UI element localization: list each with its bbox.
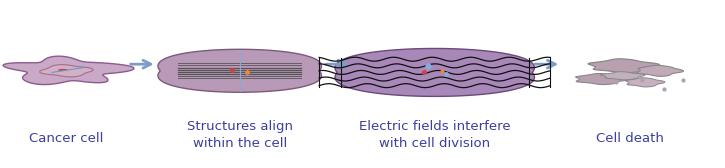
Polygon shape bbox=[626, 78, 665, 87]
Text: Cancer cell: Cancer cell bbox=[29, 132, 104, 145]
Circle shape bbox=[58, 69, 67, 71]
Text: Cell death: Cell death bbox=[596, 132, 663, 145]
Polygon shape bbox=[40, 65, 93, 77]
Polygon shape bbox=[600, 72, 645, 80]
Text: Electric fields interfere
with cell division: Electric fields interfere with cell divi… bbox=[359, 120, 510, 150]
Polygon shape bbox=[158, 49, 321, 92]
Polygon shape bbox=[335, 49, 534, 96]
Text: Structures align
within the cell: Structures align within the cell bbox=[187, 120, 293, 150]
Polygon shape bbox=[637, 65, 684, 76]
Polygon shape bbox=[588, 59, 660, 73]
Polygon shape bbox=[3, 56, 134, 85]
Polygon shape bbox=[576, 74, 630, 85]
